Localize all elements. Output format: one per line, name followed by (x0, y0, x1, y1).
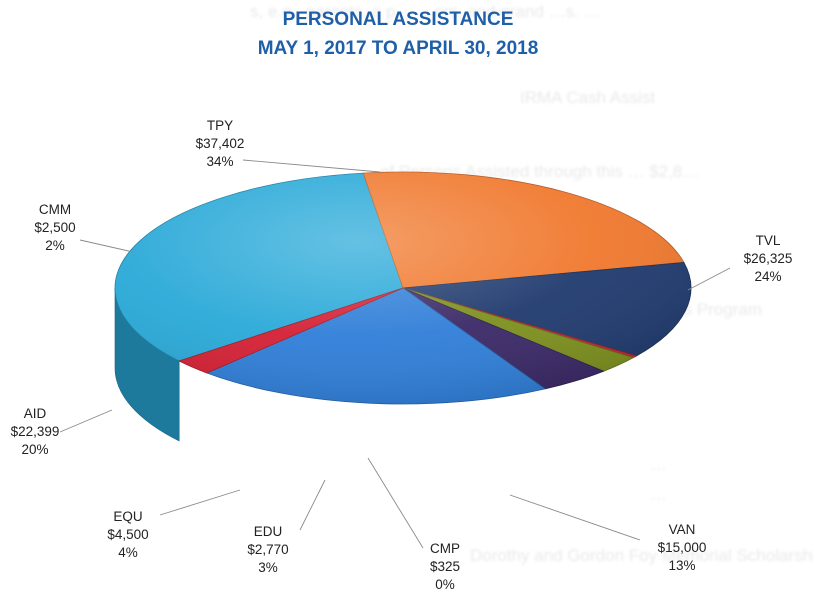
leader-cmp (367, 457, 424, 549)
label-edu-amount: $2,770 (247, 542, 288, 557)
leader-lines (59, 159, 731, 549)
chart-title: PERSONAL ASSISTANCE (283, 9, 514, 30)
label-aid-amount: $22,399 (11, 424, 60, 439)
label-van-name: VAN (669, 522, 696, 537)
label-cmm-name: CMM (39, 202, 71, 217)
label-equ-name: EQU (113, 509, 142, 524)
label-edu-name: EDU (254, 524, 283, 539)
label-cmp-percent: 0% (435, 577, 455, 592)
leader-edu (299, 479, 326, 531)
label-van-amount: $15,000 (658, 540, 707, 555)
label-cmm-percent: 2% (45, 238, 65, 253)
label-tvl-name: TVL (756, 233, 781, 248)
leader-tpy (242, 159, 381, 173)
label-tpy-percent: 34% (206, 154, 233, 169)
label-equ-percent: 4% (118, 545, 138, 560)
label-tvl-percent: 24% (754, 269, 781, 284)
label-cmm-amount: $2,500 (34, 220, 75, 235)
label-cmp-name: CMP (430, 541, 460, 556)
label-cmp-amount: $325 (430, 559, 460, 574)
label-van-percent: 13% (668, 558, 695, 573)
pie-top-faces (114, 171, 692, 405)
label-tpy-name: TPY (207, 118, 233, 133)
leader-cmm (79, 239, 134, 253)
chart-subtitle: MAY 1, 2017 TO APRIL 30, 2018 (258, 38, 539, 59)
label-aid-name: AID (24, 406, 47, 421)
leader-tvl (687, 267, 731, 291)
label-equ-amount: $4,500 (107, 527, 148, 542)
label-tvl-amount: $26,325 (744, 251, 793, 266)
slice-labels: TPY $37,402 34% TVL $26,325 24% VAN $15,000 13% C… (11, 118, 793, 592)
leader-van (509, 494, 641, 541)
label-tpy-amount: $37,402 (196, 136, 245, 151)
leader-aid (59, 409, 113, 433)
label-edu-percent: 3% (258, 560, 278, 575)
leader-equ (159, 489, 241, 516)
label-aid-percent: 20% (21, 442, 48, 457)
